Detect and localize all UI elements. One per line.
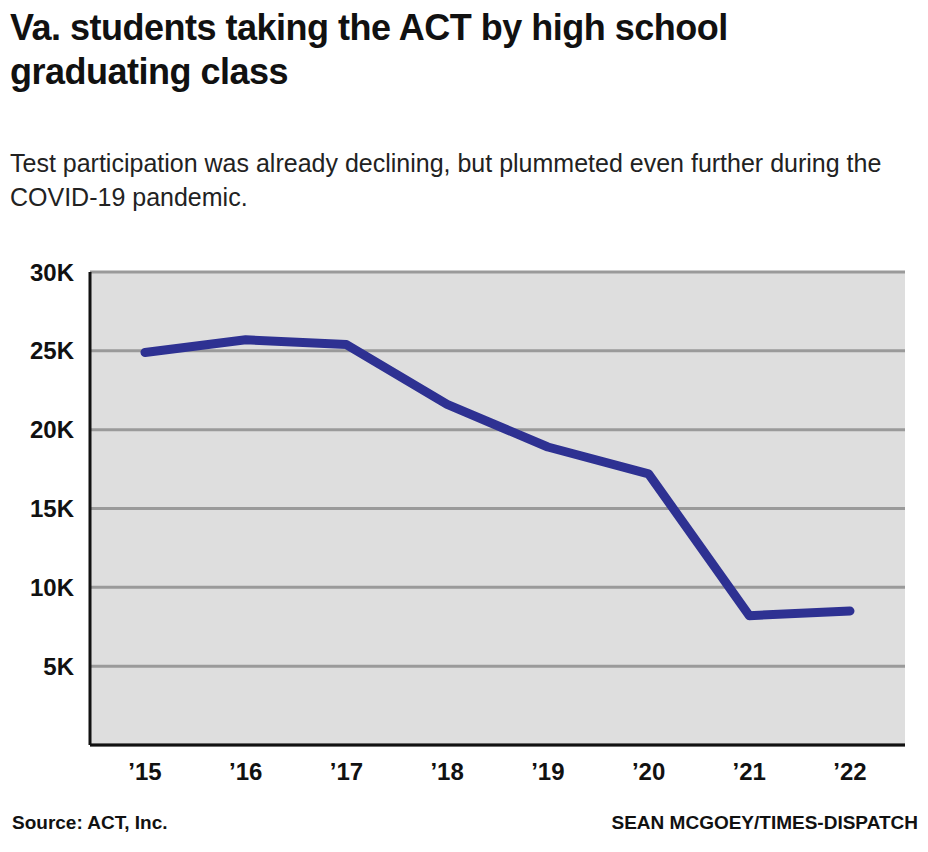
html-text:Va. students taking the ACT by: Va. students taking the ACT by high scho…: [10, 7, 728, 92]
svg-text:20K: 20K: [30, 416, 75, 443]
svg-text:’21: ’21: [733, 758, 766, 785]
html-text:Test participation was already: Test participation was already declining…: [10, 149, 882, 211]
svg-text:’22: ’22: [833, 758, 866, 785]
svg-text:10K: 10K: [30, 574, 75, 601]
svg-text:5K: 5K: [43, 653, 74, 680]
svg-text:25K: 25K: [30, 337, 75, 364]
svg-text:’19: ’19: [531, 758, 564, 785]
html-text:SEAN MCGOEY/TIMES-DISPATCH: SEAN MCGOEY/TIMES-DISPATCH: [611, 812, 918, 833]
svg-text:30K: 30K: [30, 259, 75, 286]
svg-text:’18: ’18: [430, 758, 463, 785]
svg-text:’16: ’16: [229, 758, 262, 785]
svg-text:’15: ’15: [128, 758, 161, 785]
html-text:Source: ACT, Inc.: Source: ACT, Inc.: [12, 812, 168, 833]
svg-text:’17: ’17: [330, 758, 363, 785]
svg-text:15K: 15K: [30, 495, 75, 522]
svg-text:’20: ’20: [632, 758, 665, 785]
